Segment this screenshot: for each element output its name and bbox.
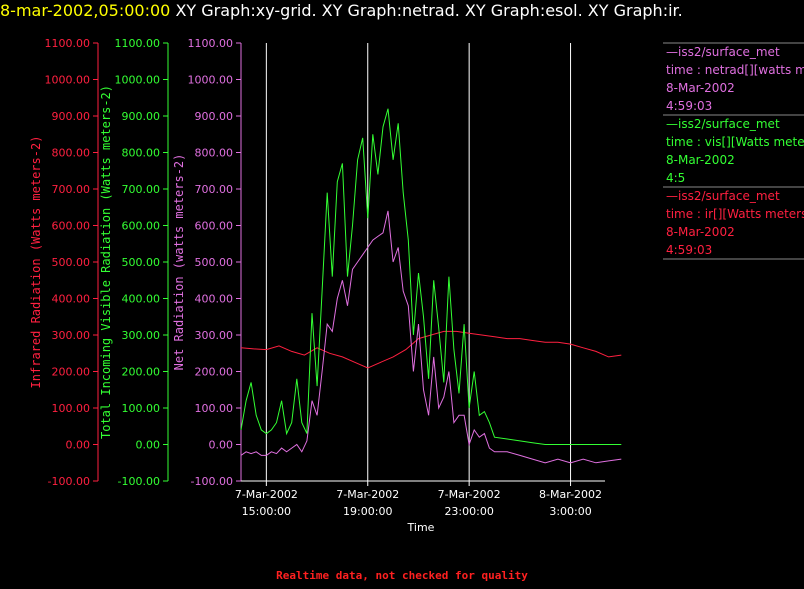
- legend-net-text: 4:59:03: [666, 99, 712, 113]
- legend-net-text: —iss2/surface_met: [666, 45, 780, 59]
- net-tick-label: 100.00: [195, 402, 234, 415]
- legend-ir-text: time : ir[][Watts meters: [666, 207, 804, 221]
- ir-tick-label: 0.00: [66, 439, 91, 452]
- x-tick-date: 7-Mar-2002: [336, 488, 399, 501]
- ir-tick-label: 100.00: [52, 402, 91, 415]
- vis-tick-label: 400.00: [122, 293, 161, 306]
- graph-list-label: XY Graph:xy-grid. XY Graph:netrad. XY Gr…: [175, 1, 683, 20]
- net-tick-label: 200.00: [195, 366, 234, 379]
- net-tick-label: 400.00: [195, 293, 234, 306]
- ir-tick-label: 900.00: [52, 110, 91, 123]
- net-tick-label: 500.00: [195, 256, 234, 269]
- vis-tick-label: 500.00: [122, 256, 161, 269]
- ir-tick-label: 700.00: [52, 183, 91, 196]
- vis-tick-label: 1100.00: [115, 37, 161, 50]
- ir-tick-label: 800.00: [52, 147, 91, 160]
- x-tick-date: 7-Mar-2002: [438, 488, 501, 501]
- x-tick-date: 7-Mar-2002: [235, 488, 298, 501]
- x-tick-time: 3:00:00: [549, 505, 591, 518]
- net-tick-label: 800.00: [195, 147, 234, 160]
- legend-vis-text: time : vis[][Watts mete: [666, 135, 804, 149]
- vis-tick-label: 100.00: [122, 402, 161, 415]
- x-tick-time: 19:00:00: [343, 505, 392, 518]
- net-tick-label: 600.00: [195, 220, 234, 233]
- net-tick-label: 1000.00: [188, 74, 234, 87]
- legend-vis-text: 4:5: [666, 171, 685, 185]
- vis-tick-label: 900.00: [122, 110, 161, 123]
- vis-tick-label: 700.00: [122, 183, 161, 196]
- x-tick-time: 23:00:00: [444, 505, 493, 518]
- net-series-line: [240, 210, 622, 464]
- vis-series-line: [240, 108, 622, 445]
- legend-ir-text: —iss2/surface_met: [666, 189, 780, 203]
- legend-net-text: 8-Mar-2002: [666, 81, 735, 95]
- ir-tick-label: 200.00: [52, 366, 91, 379]
- ir-tick-label: 300.00: [52, 329, 91, 342]
- vis-tick-label: 300.00: [122, 329, 161, 342]
- x-axis-title: Time: [407, 521, 435, 534]
- ir-tick-label: -100.00: [48, 475, 90, 488]
- graph-header: 8-mar-2002,05:00:00 XY Graph:xy-grid. XY…: [0, 1, 804, 25]
- legend-ir-text: 8-Mar-2002: [666, 225, 735, 239]
- vis-tick-label: 1000.00: [115, 74, 161, 87]
- vis-tick-label: 600.00: [122, 220, 161, 233]
- vis-axis-title: Total Incoming Visible Radiation (Watts …: [99, 85, 113, 439]
- ir-tick-label: 500.00: [52, 256, 91, 269]
- net-tick-label: -100.00: [191, 475, 233, 488]
- legend-ir-text: 4:59:03: [666, 243, 712, 257]
- vis-tick-label: 800.00: [122, 147, 161, 160]
- vis-tick-label: 200.00: [122, 366, 161, 379]
- net-tick-label: 900.00: [195, 110, 234, 123]
- ir-tick-label: 1000.00: [45, 74, 91, 87]
- net-tick-label: 700.00: [195, 183, 234, 196]
- x-tick-time: 15:00:00: [242, 505, 291, 518]
- ir-axis-title: Infrared Radiation (Watts meters-2): [29, 136, 43, 389]
- vis-tick-label: 0.00: [136, 439, 161, 452]
- ir-tick-label: 1100.00: [45, 37, 91, 50]
- ir-tick-label: 400.00: [52, 293, 91, 306]
- net-tick-label: 0.00: [209, 439, 234, 452]
- timestamp-label: 8-mar-2002,05:00:00: [0, 1, 171, 20]
- legend-vis-text: 8-Mar-2002: [666, 153, 735, 167]
- net-tick-label: 300.00: [195, 329, 234, 342]
- net-tick-label: 1100.00: [188, 37, 234, 50]
- ir-tick-label: 600.00: [52, 220, 91, 233]
- quality-notice: Realtime data, not checked for quality: [276, 569, 528, 582]
- legend-vis-text: —iss2/surface_met: [666, 117, 780, 131]
- net-axis-title: Net Radiation (watts meters-2): [172, 154, 186, 371]
- x-tick-date: 8-Mar-2002: [539, 488, 602, 501]
- legend-net-text: time : netrad[][watts me: [666, 63, 804, 77]
- vis-tick-label: -100.00: [118, 475, 160, 488]
